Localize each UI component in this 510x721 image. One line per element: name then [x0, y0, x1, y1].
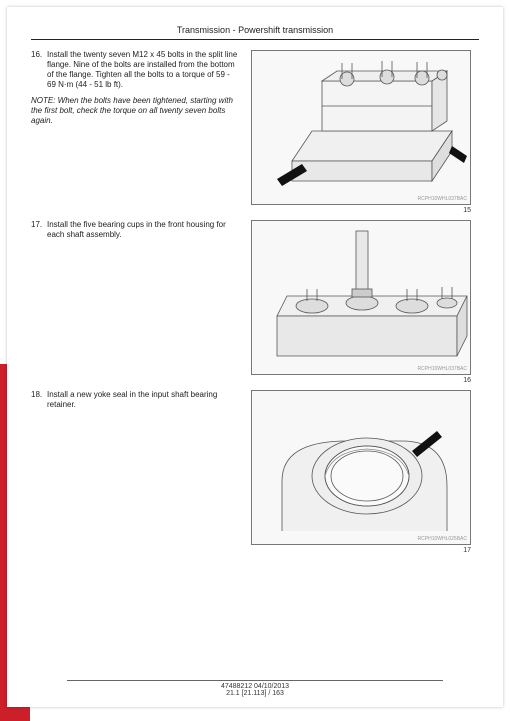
page-header: Transmission - Powershift transmission — [31, 25, 479, 35]
manual-page: Transmission - Powershift transmission 1… — [7, 7, 503, 707]
header-title: Transmission - Powershift transmission — [177, 25, 333, 35]
figure-number: 17 — [463, 547, 471, 554]
step-text: Install a new yoke seal in the input sha… — [47, 390, 238, 410]
header-rule — [31, 39, 479, 40]
page-footer: 47488212 04/10/2013 21.1 [21.113] / 163 — [7, 678, 503, 697]
figure-code: RCPH10WHL037BAC — [418, 366, 467, 372]
footer-page-ref: 21.1 [21.113] / 163 — [7, 690, 503, 697]
footer-rule — [67, 680, 443, 681]
figure-bearing-cups: RCPH10WHL037BAC — [251, 220, 471, 375]
step-figure-col: RCPH10WHL037BAC 16 — [246, 220, 471, 384]
step-section: 18. Install a new yoke seal in the input… — [31, 390, 479, 554]
figure-code: RCPH10WHL037BAC — [418, 196, 467, 202]
figure-number: 16 — [463, 377, 471, 384]
step-section: 16. Install the twenty seven M12 x 45 bo… — [31, 50, 479, 214]
step-number: 17. — [31, 220, 47, 240]
step-note: NOTE: When the bolts have been tightened… — [31, 96, 238, 126]
figure-housing-bolts: RCPH10WHL037BAC — [251, 50, 471, 205]
footer-doc-id: 47488212 04/10/2013 — [7, 683, 503, 690]
figure-yoke-seal: RCPH10WHL025BAC — [251, 390, 471, 545]
step-text: Install the twenty seven M12 x 45 bolts … — [47, 50, 238, 90]
step-text-col: 17. Install the five bearing cups in the… — [31, 220, 246, 384]
step-number: 16. — [31, 50, 47, 90]
step-text: Install the five bearing cups in the fro… — [47, 220, 238, 240]
step-text-col: 16. Install the twenty seven M12 x 45 bo… — [31, 50, 246, 214]
step-section: 17. Install the five bearing cups in the… — [31, 220, 479, 384]
figure-number: 15 — [463, 207, 471, 214]
step-figure-col: RCPH10WHL025BAC 17 — [246, 390, 471, 554]
step-number: 18. — [31, 390, 47, 410]
figure-code: RCPH10WHL025BAC — [418, 536, 467, 542]
step-figure-col: RCPH10WHL037BAC 15 — [246, 50, 471, 214]
step-text-col: 18. Install a new yoke seal in the input… — [31, 390, 246, 554]
